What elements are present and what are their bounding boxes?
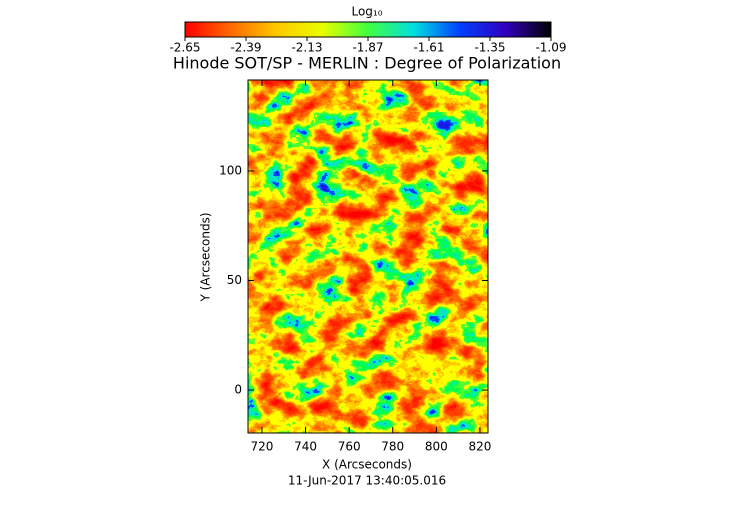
colorbar-tick-label: -1.87 bbox=[352, 41, 383, 55]
y-tick-label: 50 bbox=[227, 273, 242, 287]
colorbar-tick-label: -1.09 bbox=[535, 41, 566, 55]
polarization-map bbox=[248, 80, 488, 433]
date-annotation: 11-Jun-2017 13:40:05.016 bbox=[288, 474, 446, 488]
colorbar-tick-label: -2.65 bbox=[169, 41, 200, 55]
colorbar-tick-label: -2.13 bbox=[291, 41, 322, 55]
colorbar bbox=[184, 21, 552, 38]
colorbar-label: Log₁₀ bbox=[351, 5, 382, 19]
x-tick-label: 820 bbox=[468, 440, 491, 454]
x-tick-label: 800 bbox=[425, 440, 448, 454]
y-tick-label: 0 bbox=[234, 383, 242, 397]
x-tick-label: 740 bbox=[294, 440, 317, 454]
x-axis-label: X (Arcseconds) bbox=[322, 458, 412, 472]
x-tick-label: 760 bbox=[338, 440, 361, 454]
y-tick-label: 100 bbox=[219, 163, 242, 177]
colorbar-tick-label: -2.39 bbox=[230, 41, 261, 55]
chart-title: Hinode SOT/SP - MERLIN : Degree of Polar… bbox=[173, 54, 561, 73]
plot-frame bbox=[247, 79, 489, 434]
y-axis-label: Y (Arcseconds) bbox=[199, 212, 213, 302]
x-tick-label: 720 bbox=[250, 440, 273, 454]
x-tick-label: 780 bbox=[381, 440, 404, 454]
colorbar-tick-label: -1.35 bbox=[474, 41, 505, 55]
colorbar-tick-label: -1.61 bbox=[413, 41, 444, 55]
